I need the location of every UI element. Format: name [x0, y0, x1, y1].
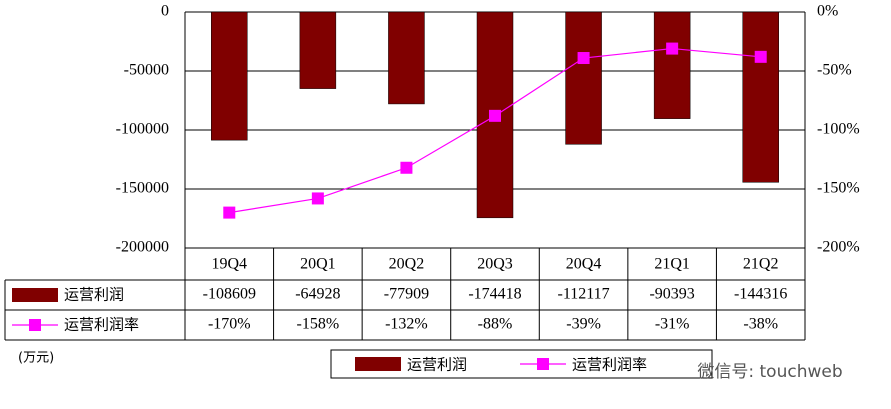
table-cell: -132%	[385, 316, 428, 333]
line-marker	[400, 161, 413, 174]
bar	[742, 11, 779, 183]
line-marker	[577, 52, 590, 65]
y2-tick-label: 0%	[817, 3, 838, 20]
table-row-label: 运营利润	[64, 286, 124, 304]
x-tick-label: 21Q1	[654, 256, 690, 273]
x-tick-label: 20Q2	[389, 256, 425, 273]
line-marker	[223, 206, 236, 219]
bar	[211, 11, 248, 141]
table-row-label: 运营利润率	[64, 316, 139, 334]
x-tick-label: 20Q3	[477, 256, 513, 273]
table-cell: -31%	[655, 316, 690, 333]
legend-key	[537, 358, 549, 370]
table-cell: -174418	[468, 286, 521, 303]
table-cell: -144316	[734, 286, 787, 303]
bar	[388, 11, 425, 105]
table-cell: -64928	[295, 286, 340, 303]
bar	[299, 11, 337, 89]
line-marker	[754, 50, 767, 63]
table-cell: -170%	[208, 316, 251, 333]
y2-tick-label: -50%	[817, 62, 852, 79]
x-tick-label: 20Q4	[566, 256, 602, 273]
x-tick-label: 20Q1	[300, 256, 336, 273]
legend-key	[12, 288, 58, 302]
table-cell: -90393	[649, 286, 694, 303]
bar	[565, 11, 602, 145]
y2-tick-label: -150%	[817, 180, 860, 197]
bar	[653, 11, 691, 119]
y-tick-label: -200000	[116, 239, 169, 256]
x-tick-label: 19Q4	[212, 256, 248, 273]
table-cell: -158%	[297, 316, 340, 333]
y2-tick-label: -200%	[817, 239, 860, 256]
table-cell: -77909	[384, 286, 429, 303]
unit-label: (万元)	[18, 351, 54, 366]
table-cell: -108609	[203, 286, 256, 303]
line-marker	[489, 109, 501, 122]
y2-tick-label: -100%	[817, 121, 860, 138]
watermark: 微信号: touchweb	[697, 362, 842, 382]
table-cell: -39%	[566, 316, 601, 333]
y-tick-label: -100000	[116, 121, 169, 138]
table-cell: -112117	[558, 286, 610, 303]
line-marker	[666, 42, 679, 55]
legend-label: 运营利润率	[572, 356, 647, 374]
y-tick-label: -150000	[116, 180, 169, 197]
line-marker	[311, 192, 324, 205]
table-cell: -38%	[743, 316, 778, 333]
x-tick-label: 21Q2	[743, 256, 779, 273]
y-tick-label: 0	[161, 3, 169, 20]
legend-label: 运营利润	[407, 356, 467, 374]
y-tick-label: -50000	[124, 62, 169, 79]
legend-key	[29, 319, 41, 331]
legend-key	[355, 357, 401, 371]
table-cell: -88%	[478, 316, 513, 333]
